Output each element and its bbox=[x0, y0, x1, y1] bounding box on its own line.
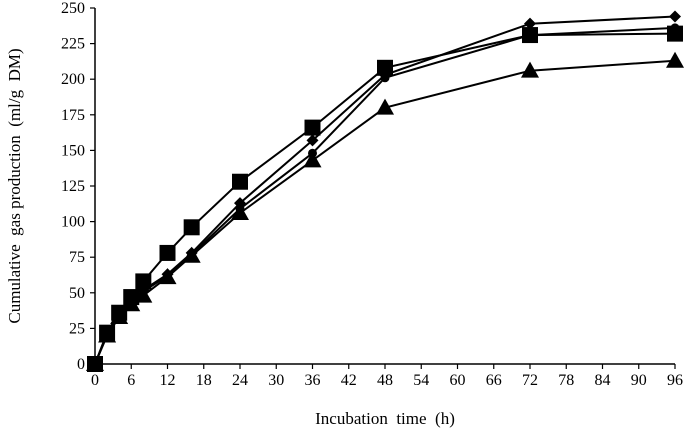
x-tick-label: 90 bbox=[631, 372, 647, 389]
data-point-square bbox=[232, 173, 248, 190]
data-point-triangle bbox=[231, 204, 249, 221]
data-point-triangle bbox=[376, 98, 394, 115]
data-point-triangle bbox=[110, 308, 129, 325]
data-point-square bbox=[667, 25, 683, 42]
x-tick-label: 72 bbox=[522, 372, 538, 389]
x-tick-label: 42 bbox=[341, 372, 357, 389]
data-point-triangle bbox=[182, 246, 201, 263]
x-axis-title: Incubation time (h) bbox=[315, 409, 455, 428]
y-tick-label: 250 bbox=[61, 0, 85, 17]
x-tick-label: 30 bbox=[268, 372, 284, 389]
data-point-triangle bbox=[86, 355, 104, 371]
y-tick-label: 50 bbox=[69, 285, 85, 302]
data-point-triangle bbox=[98, 326, 117, 343]
y-tick-label: 75 bbox=[69, 249, 85, 266]
data-point-triangle bbox=[303, 151, 322, 168]
y-axis-title: Cumulative gas production (ml/g DM) bbox=[5, 48, 24, 323]
series-line bbox=[94, 32, 676, 365]
y-tick-label: 25 bbox=[69, 320, 85, 337]
data-point-square bbox=[522, 27, 538, 44]
series-group bbox=[86, 10, 684, 372]
x-tick-label: 60 bbox=[450, 372, 466, 389]
x-tick-label: 24 bbox=[232, 372, 248, 389]
data-point-diamond bbox=[669, 10, 681, 23]
x-tick-label: 18 bbox=[196, 372, 212, 389]
y-tick-label: 0 bbox=[77, 356, 85, 373]
x-tick-label: 48 bbox=[377, 372, 393, 389]
y-tick-label: 200 bbox=[61, 71, 85, 88]
data-point-triangle bbox=[521, 61, 539, 78]
data-point-square bbox=[183, 219, 200, 236]
y-tick-label: 100 bbox=[61, 214, 85, 231]
data-point-diamond bbox=[306, 134, 319, 147]
x-tick-label: 78 bbox=[558, 372, 574, 389]
data-point-diamond bbox=[524, 17, 536, 30]
data-point-triangle bbox=[134, 286, 153, 303]
y-ticks: 0 25 50 75 100 125 150 175 200 225 250 bbox=[61, 0, 95, 373]
x-tick-label: 0 bbox=[91, 372, 99, 389]
y-tick-label: 225 bbox=[61, 36, 85, 53]
x-tick-label: 66 bbox=[486, 372, 502, 389]
y-tick-label: 125 bbox=[61, 178, 85, 195]
data-point-square bbox=[304, 119, 321, 136]
data-point-square bbox=[377, 59, 393, 76]
data-point-triangle bbox=[158, 268, 177, 285]
x-ticks: 0 6 12 18 24 30 36 42 48 54 60 66 72 78 84 90 96 bbox=[91, 364, 683, 389]
data-point-triangle bbox=[122, 295, 141, 312]
data-point-triangle bbox=[666, 51, 684, 68]
data-point-square bbox=[135, 273, 152, 290]
y-tick-label: 150 bbox=[61, 142, 85, 159]
x-tick-label: 96 bbox=[667, 372, 683, 389]
x-tick-label: 54 bbox=[413, 372, 429, 389]
x-tick-label: 36 bbox=[305, 372, 321, 389]
series-triangle bbox=[86, 51, 684, 371]
x-tick-label: 6 bbox=[127, 372, 135, 389]
y-tick-label: 175 bbox=[61, 107, 85, 124]
x-tick-label: 12 bbox=[160, 372, 176, 389]
data-point-square bbox=[159, 244, 176, 261]
x-tick-label: 84 bbox=[595, 372, 611, 389]
